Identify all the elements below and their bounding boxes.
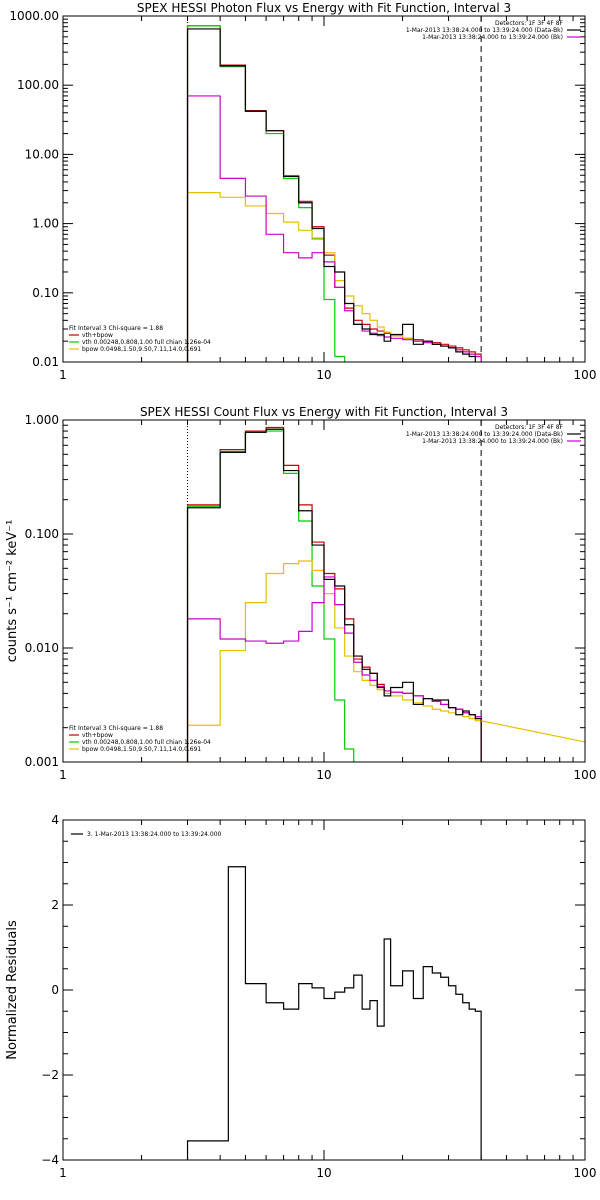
y-tick-label: 0.01 [32, 355, 59, 369]
y-tick-label: 4 [51, 813, 59, 827]
legend-entry: vth+bpow [82, 732, 113, 739]
x-tick-label: 100 [574, 368, 597, 382]
y-tick-label: 0.10 [32, 286, 59, 300]
legend-entry: vth 0.00248,0.808,1.00 full chian 1.26e-… [82, 339, 211, 346]
model-extension-line [481, 720, 585, 743]
y-tick-label: 0.001 [25, 755, 59, 769]
x-tick-label: 1 [59, 368, 67, 382]
photon-flux-panel: SPEX HESSI Photon Flux vs Energy with Fi… [9, 1, 597, 382]
legend-entry: 1-Mar-2013 13:38:24.000 to 13:39:24.000 … [406, 431, 563, 438]
y-axis-label: counts s⁻¹ cm⁻² keV⁻¹ [5, 520, 20, 663]
y-tick-label: −4 [41, 1153, 59, 1167]
legend-entry: Detectors: 1F 3F 4F 8F [495, 20, 564, 27]
plot-frame [62, 419, 586, 763]
y-tick-label: 1.00 [32, 217, 59, 231]
y-tick-label: 0.100 [25, 527, 59, 541]
legend-entry: bpow 0.0498,1.50,9.50,7.11,14.0,0.691 [82, 346, 201, 353]
y-tick-label: 0.010 [25, 641, 59, 655]
plot-area [186, 16, 482, 362]
legend-entry: 1-Mar-2013 13:38:24.000 to 13:39:24.000 … [406, 27, 563, 34]
x-tick-label: 100 [574, 768, 597, 782]
y-tick-label: 0 [51, 983, 59, 997]
y-tick-label: 100.00 [17, 78, 59, 92]
residuals-panel: Normalized Residuals 1 10 100 −4 −2 0 2 4 3. 1-Ma… [5, 813, 596, 1180]
x-tick-label: 10 [316, 368, 331, 382]
series-line [186, 25, 482, 362]
series-line [186, 866, 482, 1160]
x-tick-label: 1 [59, 1166, 67, 1180]
legend-entry: 1-Mar-2013 13:38:24.000 to 13:39:24.000 … [422, 438, 563, 445]
series-line [186, 28, 482, 362]
plot-area [186, 420, 585, 762]
plot-frame [62, 15, 586, 363]
y-tick-label: 2 [51, 898, 59, 912]
legend-title: Fit Interval 3 Chi-square = 1.88 [69, 325, 163, 332]
legend-entry: bpow 0.0498,1.50,9.50,7.11,14.0,0.691 [82, 746, 201, 753]
legend-entry: vth+bpow [82, 332, 113, 339]
legend-entry: 1-Mar-2013 13:38:24.000 to 13:39:24.000 … [422, 34, 563, 41]
plot-frame [62, 819, 586, 1161]
x-tick-label: 100 [574, 1166, 597, 1180]
legend-entry: vth 0.00248,0.808,1.00 full chian 1.26e-… [82, 739, 211, 746]
x-tick-label: 1 [59, 768, 67, 782]
x-tick-label: 10 [316, 768, 331, 782]
y-tick-label: 1.000 [25, 413, 59, 427]
y-tick-label: 1000.00 [9, 9, 59, 23]
series-line [186, 428, 482, 762]
count-flux-panel: SPEX HESSI Count Flux vs Energy with Fit… [5, 405, 597, 782]
chart-title: SPEX HESSI Count Flux vs Energy with Fit… [140, 405, 508, 419]
y-tick-label: 10.00 [25, 147, 59, 161]
y-axis-label: Normalized Residuals [5, 920, 20, 1060]
y-tick-label: −2 [41, 1068, 59, 1082]
legend-entry: 3. 1-Mar-2013 13:38:24.000 to 13:39:24.0… [87, 831, 222, 838]
plot-area [186, 866, 482, 1160]
legend-entry: Detectors: 1F 3F 4F 8F [495, 424, 564, 431]
x-tick-label: 10 [316, 1166, 331, 1180]
chart-title: SPEX HESSI Photon Flux vs Energy with Fi… [137, 1, 511, 15]
legend-title: Fit Interval 3 Chi-square = 1.88 [69, 725, 163, 732]
